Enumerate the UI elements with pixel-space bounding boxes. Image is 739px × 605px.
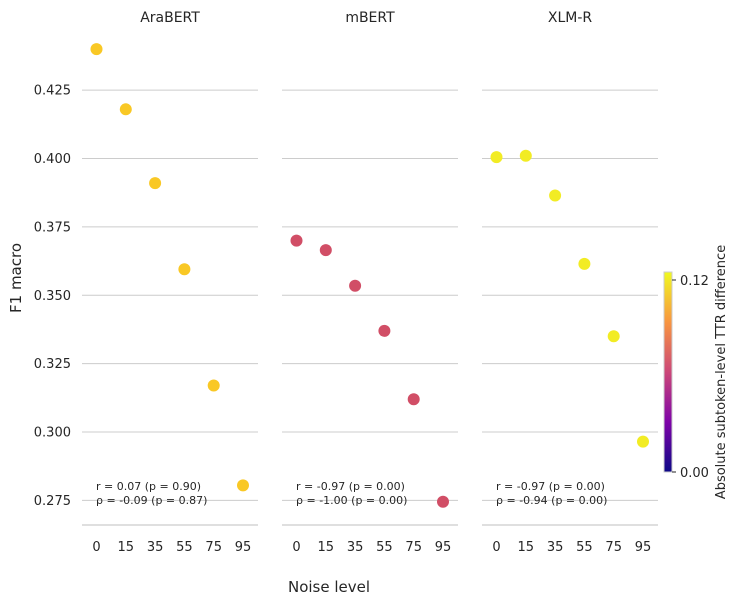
y-tick-label: 0.300: [34, 426, 71, 441]
x-tick-label: 0: [492, 540, 500, 555]
x-tick-label: 75: [205, 540, 222, 555]
data-point: [607, 330, 620, 343]
data-point: [549, 189, 562, 202]
correlation-annotation: ρ = -0.94 (p = 0.00): [496, 494, 607, 507]
correlation-annotation: ρ = -0.09 (p = 0.87): [96, 494, 207, 507]
x-tick-label: 55: [576, 540, 593, 555]
x-tick-label: 15: [518, 540, 535, 555]
colorbar-tick-label: 0.00: [680, 466, 709, 481]
y-axis: 0.275 0.300 0.325 0.350 0.375 0.400 0.425: [34, 84, 71, 509]
x-tick-label: 15: [318, 540, 335, 555]
y-axis-label: F1 macro: [7, 243, 25, 313]
correlation-annotation: r = -0.97 (p = 0.00): [496, 480, 605, 493]
data-point: [490, 151, 503, 164]
panel-title: AraBERT: [140, 10, 200, 26]
data-point: [90, 43, 103, 56]
x-tick-label: 0: [92, 540, 100, 555]
colorbar-label: Absolute subtoken-level TTR difference: [714, 245, 729, 499]
data-point: [319, 244, 332, 257]
data-point: [119, 103, 132, 116]
y-tick-label: 0.400: [34, 152, 71, 167]
y-tick-label: 0.275: [34, 494, 71, 509]
x-tick-label: 15: [118, 540, 135, 555]
colorbar-tick-label: 0.12: [680, 274, 709, 289]
y-tick-label: 0.325: [34, 357, 71, 372]
data-point: [578, 257, 591, 270]
data-point: [207, 379, 220, 392]
panel-title: mBERT: [345, 10, 395, 26]
colorbar: 0.00 0.12 Absolute subtoken-level TTR dif…: [663, 245, 729, 499]
panel-mbert: mBERT 0 15 35 55 75 95 r = -0.97 (p = 0.00)ρ = …: [282, 10, 458, 555]
data-point: [349, 279, 362, 292]
data-point: [637, 435, 649, 448]
x-tick-label: 95: [635, 540, 652, 555]
data-point: [407, 393, 420, 406]
y-tick-label: 0.375: [34, 220, 71, 235]
correlation-annotation: r = -0.97 (p = 0.00): [296, 480, 405, 493]
data-point: [178, 263, 191, 276]
data-point: [378, 324, 391, 337]
x-tick-label: 55: [176, 540, 193, 555]
panel-arabert: AraBERT 0 15 35 55 75 95 r = 0.07 (p = 0.90)ρ =…: [82, 10, 258, 555]
panel-title: XLM-R: [548, 10, 593, 26]
data-point: [519, 149, 532, 162]
correlation-annotation: ρ = -1.00 (p = 0.00): [296, 494, 407, 507]
y-tick-label: 0.425: [34, 84, 71, 99]
x-axis-label: Noise level: [288, 578, 370, 596]
x-tick-label: 35: [147, 540, 164, 555]
correlation-annotation: r = 0.07 (p = 0.90): [96, 480, 201, 493]
x-tick-label: 55: [376, 540, 393, 555]
x-tick-label: 0: [292, 540, 300, 555]
x-tick-label: 75: [405, 540, 422, 555]
colorbar-gradient: [663, 271, 673, 473]
y-tick-label: 0.350: [34, 289, 71, 304]
x-tick-label: 35: [547, 540, 564, 555]
data-point: [437, 495, 449, 508]
x-tick-label: 95: [235, 540, 252, 555]
x-tick-label: 95: [435, 540, 452, 555]
data-point: [290, 234, 303, 247]
x-tick-label: 35: [347, 540, 364, 555]
data-point: [149, 177, 162, 190]
data-point: [237, 479, 249, 492]
colorbar-ticks: 0.00 0.12: [672, 274, 709, 481]
panel-xlm-r: XLM-R 0 15 35 55 75 95 r = -0.97 (p = 0.00)ρ = …: [482, 10, 658, 555]
x-tick-label: 75: [605, 540, 622, 555]
